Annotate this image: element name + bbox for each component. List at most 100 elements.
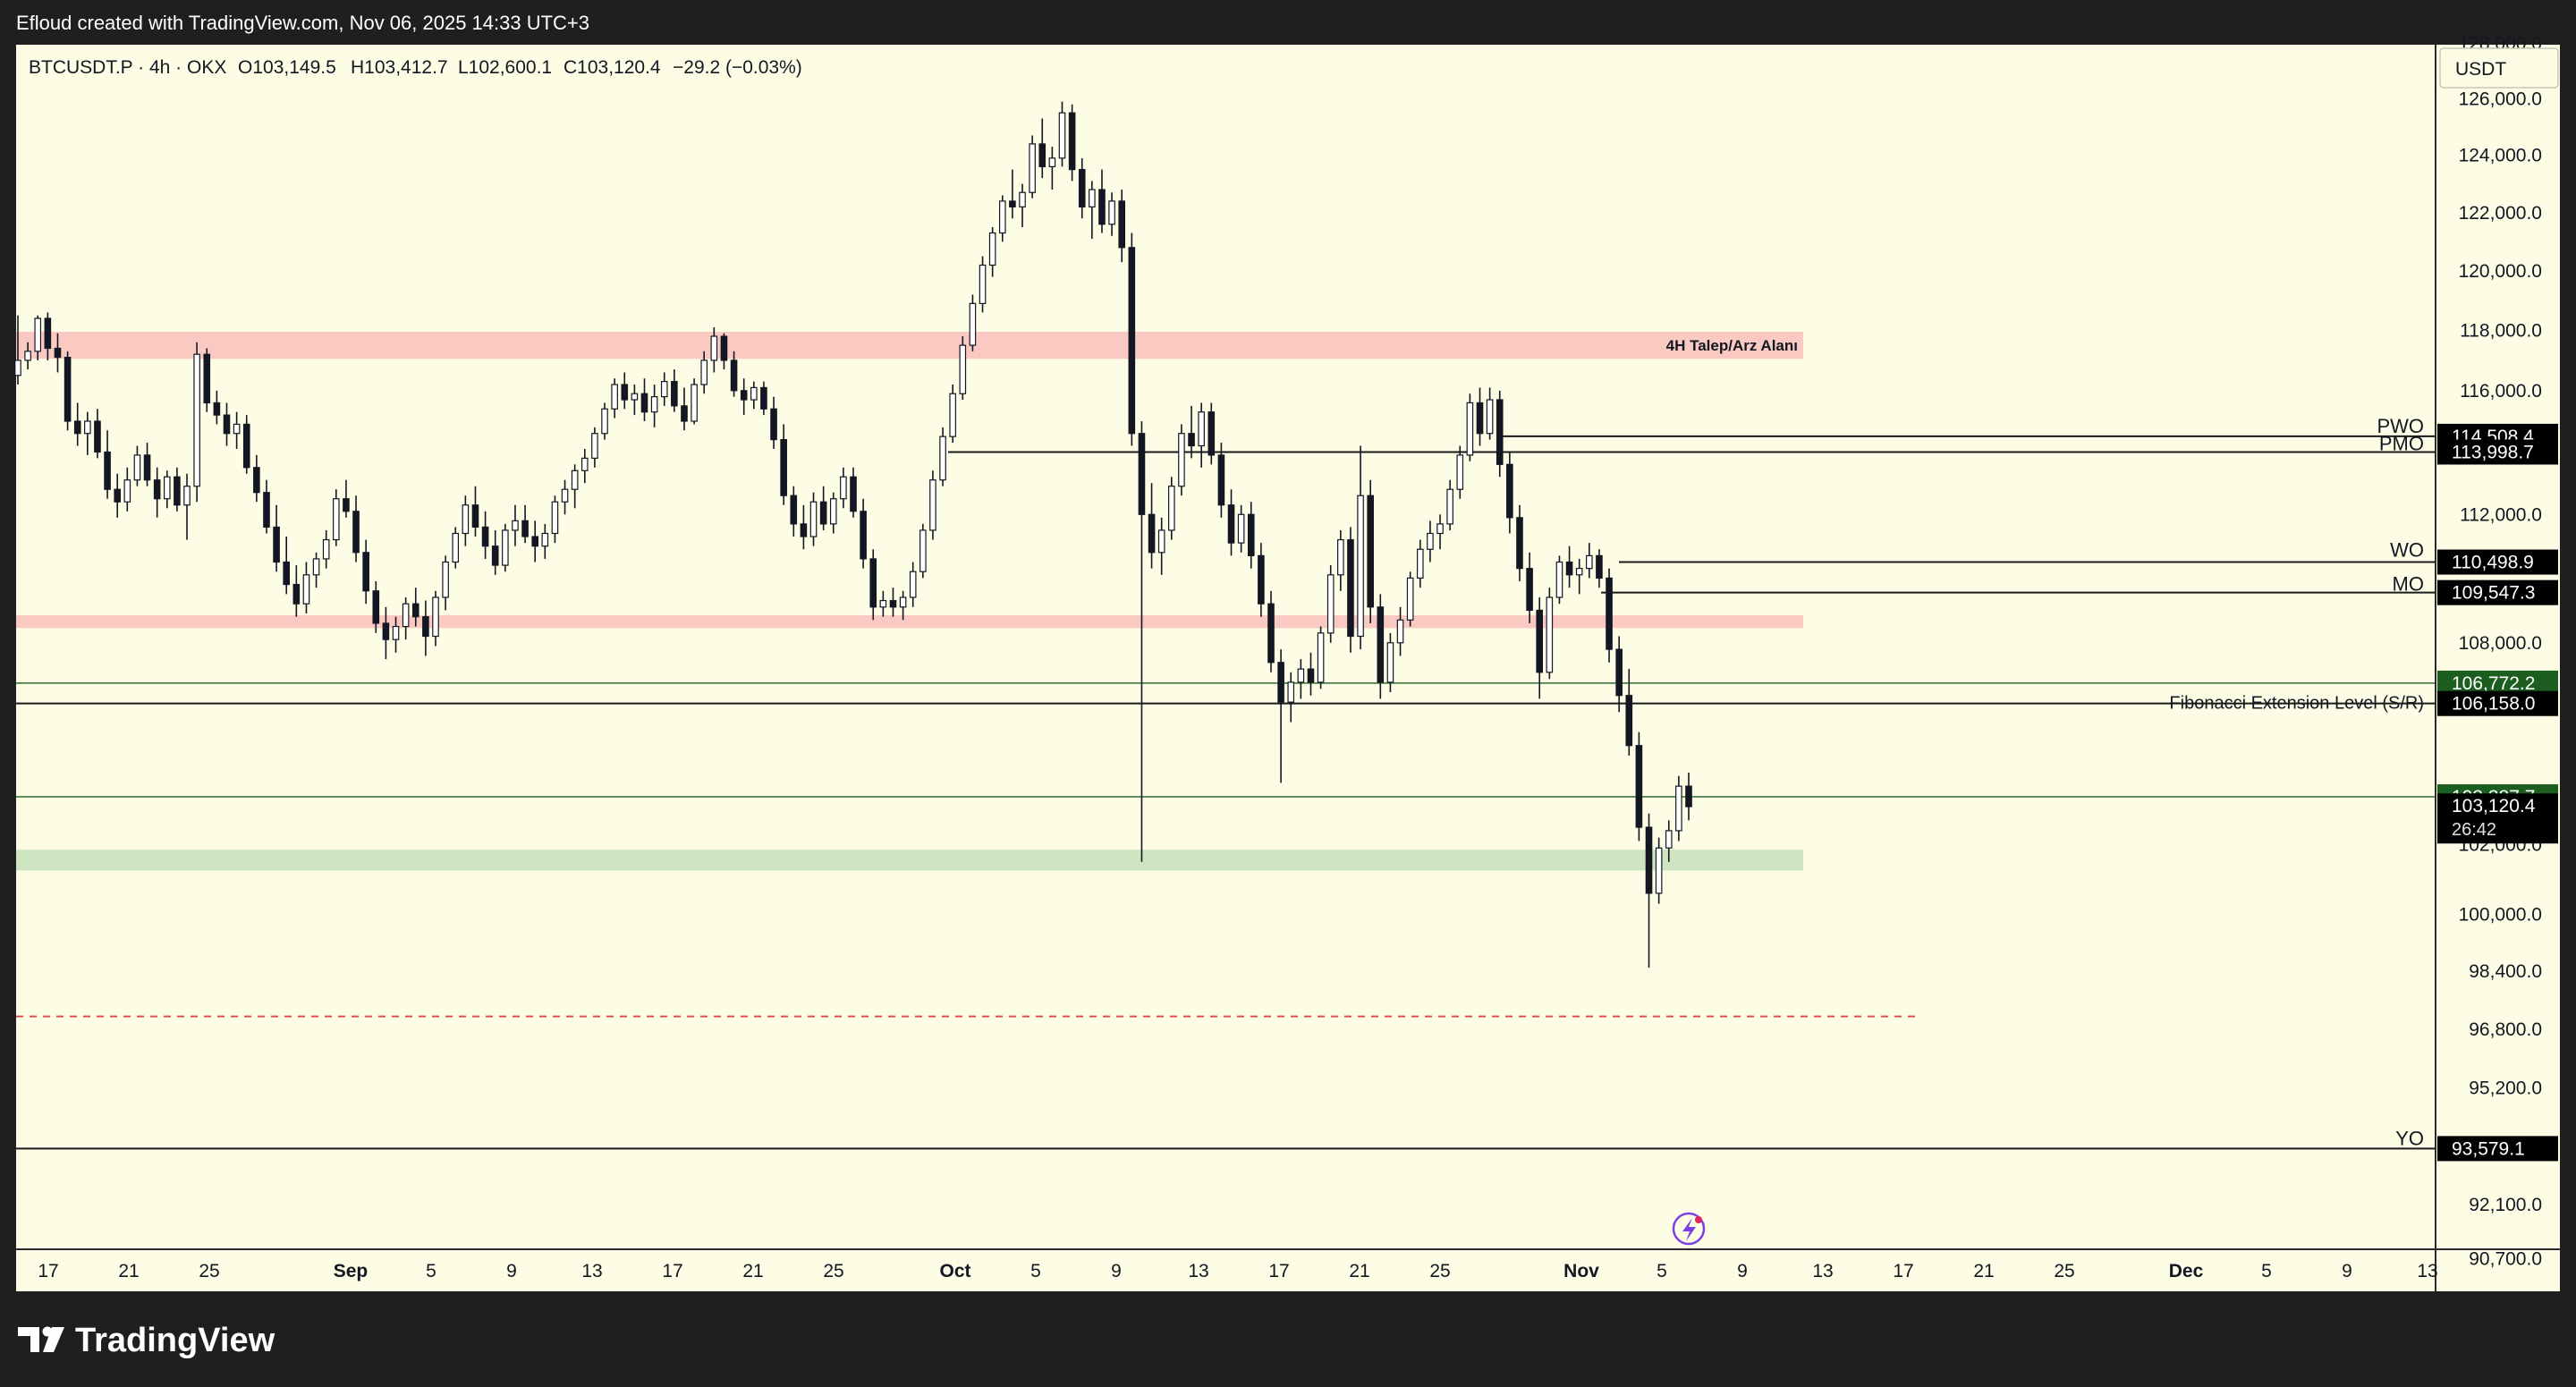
price-level-badge[interactable] — [2437, 439, 2558, 465]
candle — [840, 467, 847, 509]
candle — [402, 596, 410, 640]
price-level-badge[interactable] — [2437, 579, 2558, 605]
x-tick-label: 13 — [1812, 1261, 1833, 1281]
candle — [591, 427, 598, 468]
candle — [1208, 402, 1216, 465]
candle — [1068, 104, 1076, 182]
candle — [770, 396, 777, 449]
candle — [889, 588, 897, 617]
candle — [153, 467, 161, 518]
candle — [392, 616, 400, 653]
candle — [352, 495, 360, 562]
supply-zone-1[interactable] — [16, 614, 1803, 629]
candle — [1357, 445, 1364, 650]
supply-zone-0[interactable] — [16, 332, 1803, 359]
candle — [1297, 659, 1305, 699]
currency-badge[interactable]: USDT — [2439, 47, 2559, 89]
x-tick-label: 17 — [662, 1261, 682, 1281]
candle — [1665, 820, 1673, 862]
candle — [1128, 233, 1136, 446]
candle — [1575, 558, 1583, 595]
current-price-label[interactable] — [2437, 793, 2558, 844]
y-tick-label: 120,000.0 — [2459, 261, 2542, 282]
candle — [491, 529, 499, 575]
candle — [760, 381, 767, 416]
price-level-badge[interactable] — [2437, 549, 2558, 575]
candle — [1536, 596, 1544, 699]
candle — [183, 473, 191, 540]
demand-zone-2[interactable] — [16, 850, 1803, 871]
x-tick-label: 25 — [1429, 1261, 1450, 1281]
time-axis[interactable] — [16, 1250, 2560, 1291]
x-tick-label: 5 — [426, 1261, 436, 1281]
tradingview-logo-icon[interactable] — [18, 1326, 64, 1353]
price-axis[interactable] — [2436, 45, 2560, 1249]
lightning-icon[interactable] — [1672, 1212, 1706, 1246]
candle — [253, 454, 260, 503]
legend-change: −29.2 (−0.03%) — [673, 57, 802, 78]
candle — [949, 385, 956, 444]
candle — [512, 504, 519, 546]
candle — [1198, 402, 1205, 468]
candle — [621, 372, 629, 410]
candle — [671, 369, 678, 412]
y-tick-label: 100,000.0 — [2459, 905, 2542, 926]
y-tick-label: 90,700.0 — [2469, 1249, 2542, 1270]
brand-name[interactable]: TradingView — [75, 1322, 275, 1359]
x-tick-label: 9 — [506, 1261, 517, 1281]
candle — [1555, 555, 1563, 605]
candle — [1377, 594, 1385, 699]
legend-symbol[interactable]: BTCUSDT.P · 4h · OKX — [29, 57, 226, 78]
candle — [203, 348, 211, 412]
candle — [531, 520, 538, 562]
candle — [442, 555, 449, 611]
candle — [322, 529, 330, 569]
candle — [860, 498, 867, 569]
candle — [1526, 552, 1533, 623]
y-tick-label: 116,000.0 — [2460, 381, 2542, 402]
price-level-labels: 114,508.4113,998.7110,498.9109,547.3106,… — [2437, 423, 2558, 1162]
candle — [1466, 393, 1474, 461]
plot-area[interactable] — [16, 45, 2435, 1249]
candle — [502, 523, 509, 572]
candle — [979, 256, 987, 313]
candle — [819, 486, 827, 530]
price-level-badge[interactable] — [2437, 690, 2558, 716]
x-axis-ticks: 17 21 25 Sep 5 9 13 17 21 25 Oct 5 9 13 17 21 25 Nov 5 9 13 1… — [38, 1261, 2437, 1281]
y-tick-label: 92,100.0 — [2469, 1195, 2542, 1215]
candle — [1168, 477, 1175, 540]
candle — [382, 606, 390, 660]
candle — [1227, 489, 1235, 556]
candle — [720, 333, 728, 370]
y-tick-label: 112,000.0 — [2460, 504, 2542, 525]
candle — [1685, 772, 1692, 821]
legend-high: H103,412.7 — [351, 57, 448, 78]
candle — [1019, 183, 1026, 228]
x-tick-label: 9 — [1111, 1261, 1122, 1281]
candle — [750, 381, 758, 410]
candle — [1217, 443, 1225, 518]
candle — [1625, 669, 1633, 757]
candle — [1655, 837, 1663, 904]
candle — [1118, 190, 1126, 263]
y-tick-label: 96,800.0 — [2469, 1019, 2542, 1040]
candle — [631, 385, 639, 416]
candle — [343, 479, 350, 518]
candle — [44, 312, 52, 360]
candle — [1615, 636, 1623, 713]
x-tick-label: 5 — [1657, 1261, 1667, 1281]
candle — [681, 387, 688, 431]
x-tick-label: 9 — [2342, 1261, 2352, 1281]
candle — [1427, 520, 1434, 562]
x-tick-label: 17 — [1268, 1261, 1289, 1281]
candle — [471, 486, 479, 537]
candle — [691, 378, 698, 425]
candle — [233, 411, 241, 449]
candle — [54, 333, 62, 373]
candle — [1108, 192, 1115, 236]
candle — [1546, 588, 1554, 680]
price-level-badge[interactable] — [2437, 1136, 2558, 1162]
candle — [1157, 517, 1165, 575]
x-tick-label: 17 — [1893, 1261, 1913, 1281]
